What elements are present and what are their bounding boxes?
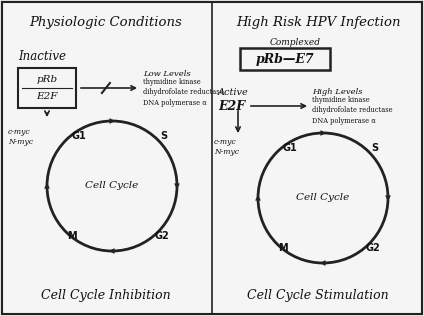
Text: Cell Cycle: Cell Cycle [85, 181, 139, 191]
Text: G2: G2 [365, 243, 380, 253]
Text: Physiologic Conditions: Physiologic Conditions [30, 16, 182, 29]
Text: c-myc
N-myc: c-myc N-myc [8, 128, 33, 146]
Text: thymidine kinase
dihydrofolate reductase
DNA polymerase α: thymidine kinase dihydrofolate reductase… [143, 78, 223, 107]
Text: M: M [67, 231, 77, 241]
Text: E2F: E2F [36, 92, 58, 101]
Text: Complexed: Complexed [270, 38, 321, 47]
FancyBboxPatch shape [18, 68, 76, 108]
Text: Inactive: Inactive [18, 50, 66, 63]
Text: Active: Active [218, 88, 249, 97]
Text: G1: G1 [283, 143, 297, 153]
Text: E2F: E2F [218, 100, 245, 113]
Text: M: M [278, 243, 288, 253]
Text: pRb—E7: pRb—E7 [256, 52, 314, 65]
FancyBboxPatch shape [2, 2, 422, 314]
Text: Low Levels: Low Levels [143, 70, 191, 78]
Text: High Levels: High Levels [312, 88, 363, 96]
Text: G2: G2 [155, 231, 169, 241]
Text: High Risk HPV Infection: High Risk HPV Infection [236, 16, 400, 29]
Text: Cell Cycle Stimulation: Cell Cycle Stimulation [247, 289, 389, 302]
Text: pRb: pRb [36, 75, 58, 84]
Text: Cell Cycle Inhibition: Cell Cycle Inhibition [41, 289, 171, 302]
Text: thymidine kinase
dihydrofolate reductase
DNA polymerase α: thymidine kinase dihydrofolate reductase… [312, 96, 393, 125]
Text: S: S [371, 143, 379, 153]
Text: G1: G1 [72, 131, 86, 141]
FancyBboxPatch shape [240, 48, 330, 70]
Text: S: S [160, 131, 167, 141]
Text: Cell Cycle: Cell Cycle [296, 193, 350, 203]
Text: c-myc
N-myc: c-myc N-myc [214, 138, 239, 156]
